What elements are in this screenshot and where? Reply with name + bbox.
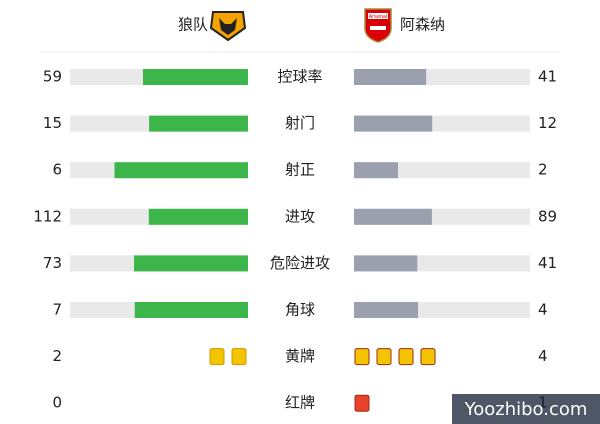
home-bar	[114, 162, 248, 179]
home-bar	[134, 302, 248, 318]
card-label: 红牌	[285, 394, 315, 412]
away-card	[376, 348, 392, 366]
away-bar	[354, 208, 432, 225]
home-team: 狼队	[178, 16, 208, 34]
card-label: 黄牌	[285, 347, 315, 365]
away-card	[354, 348, 370, 366]
away-team: 阿森纳	[400, 16, 445, 34]
away-bar	[354, 69, 427, 85]
away-bar	[354, 162, 398, 179]
away-value: 4	[538, 347, 548, 365]
home-bar	[148, 208, 248, 225]
away-card	[354, 394, 370, 412]
home-bar	[134, 255, 248, 272]
home-value: 59	[43, 68, 62, 86]
home-logo	[209, 11, 247, 42]
home-value: 15	[43, 114, 62, 132]
away-logo-text: Arsenal	[369, 14, 388, 20]
away-value: 12	[538, 114, 557, 132]
away-bar	[354, 115, 433, 132]
home-bar	[149, 115, 248, 132]
stat-label: 射正	[285, 161, 315, 179]
stat-label: 射门	[285, 114, 315, 132]
watermark-bg	[452, 394, 600, 424]
stat-label: 危险进攻	[270, 254, 330, 272]
away-value: 2	[538, 161, 548, 179]
home-value: 6	[52, 161, 62, 179]
home-value: 0	[52, 394, 62, 412]
home-value: 2	[52, 347, 62, 365]
away-bar	[354, 302, 418, 318]
stat-label: 进攻	[285, 207, 315, 225]
home-card	[209, 348, 225, 366]
home-card	[231, 348, 247, 366]
home-bar	[142, 69, 248, 85]
home-value: 112	[33, 207, 62, 225]
stat-label: 控球率	[277, 68, 322, 86]
home-value: 7	[52, 301, 62, 319]
away-bar	[354, 255, 418, 272]
watermark: Yoozhibo.com	[464, 399, 588, 420]
stat-label: 角球	[285, 301, 315, 319]
away-value: 41	[538, 254, 557, 272]
away-value: 4	[538, 301, 548, 319]
home-value: 73	[43, 254, 62, 272]
away-value: 89	[538, 207, 557, 225]
away-value: 41	[538, 68, 557, 86]
away-card	[420, 348, 436, 366]
away-card	[398, 348, 414, 366]
away-logo: Arsenal	[364, 8, 392, 43]
